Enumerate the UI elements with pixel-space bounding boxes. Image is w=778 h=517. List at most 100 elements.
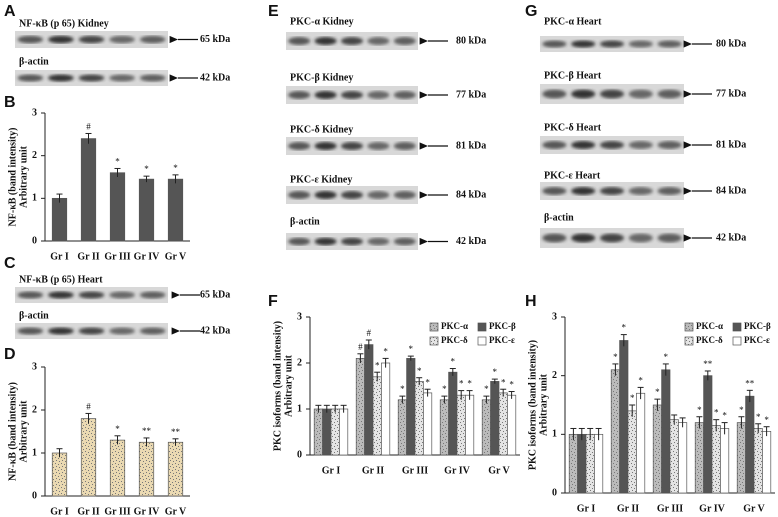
x-tick-label: Gr III bbox=[104, 506, 130, 517]
blot-label: β-actin bbox=[19, 56, 49, 67]
bar bbox=[669, 419, 679, 494]
bar bbox=[610, 369, 620, 494]
blot-band bbox=[542, 141, 567, 149]
blot-band bbox=[139, 291, 166, 299]
kda-label: 84 kDa bbox=[456, 189, 486, 200]
blot-band bbox=[393, 142, 416, 150]
blot-label: PKC-α Heart bbox=[544, 16, 602, 27]
x-tick-label: Gr II bbox=[362, 465, 384, 476]
blot-band bbox=[288, 237, 311, 246]
legend-swatch bbox=[684, 322, 694, 332]
x-tick-label: Gr II bbox=[77, 506, 99, 517]
bar bbox=[372, 376, 382, 456]
bar bbox=[594, 433, 604, 494]
legend-label: PKC-β bbox=[489, 321, 516, 331]
kda-label: 42 kDa bbox=[200, 325, 230, 336]
y-tick-label: 0 bbox=[32, 235, 37, 246]
bar bbox=[703, 375, 713, 494]
annotation: ** bbox=[703, 359, 713, 369]
bar bbox=[498, 392, 508, 456]
legend-swatch bbox=[429, 322, 439, 332]
x-tick-label: Gr I bbox=[322, 465, 341, 476]
bar bbox=[465, 394, 475, 456]
annotation: * bbox=[630, 393, 635, 403]
blot-label: PKC-ε Kidney bbox=[290, 174, 352, 185]
blot-band bbox=[628, 187, 653, 195]
blot-label: PKC-β Heart bbox=[544, 70, 602, 81]
legend-swatch bbox=[477, 336, 487, 346]
bar bbox=[736, 422, 746, 494]
panel-label: F bbox=[268, 293, 278, 310]
blot-band bbox=[109, 327, 135, 335]
kda-label: 65 kDa bbox=[200, 289, 230, 300]
legend-label: PKC-δ bbox=[696, 335, 723, 345]
annotation: * bbox=[613, 352, 618, 362]
blot-band bbox=[542, 187, 567, 195]
blot-band bbox=[78, 74, 105, 82]
x-tick-label: Gr V bbox=[743, 503, 765, 514]
bar bbox=[406, 358, 416, 456]
blot-band bbox=[657, 141, 682, 149]
blot-label: PKC-ε Heart bbox=[544, 170, 601, 181]
blot-band bbox=[657, 233, 682, 243]
blot-label: β-actin bbox=[290, 216, 320, 227]
bar bbox=[652, 404, 662, 494]
bar bbox=[456, 394, 466, 456]
x-tick-label: Gr I bbox=[577, 503, 596, 514]
blot-band bbox=[314, 37, 337, 45]
annotation: * bbox=[425, 377, 430, 387]
bar bbox=[80, 138, 97, 242]
bar bbox=[109, 172, 126, 242]
blot-band bbox=[571, 89, 596, 99]
annotation: * bbox=[115, 157, 120, 167]
blot-band bbox=[48, 327, 74, 335]
blot-band bbox=[657, 187, 682, 195]
annotation: * bbox=[484, 384, 489, 394]
bar bbox=[762, 431, 772, 494]
y-tick-label: 3 bbox=[297, 311, 302, 322]
blot-label: β-actin bbox=[19, 310, 49, 321]
blot-label: PKC-δ Heart bbox=[544, 122, 602, 133]
annotation: * bbox=[409, 344, 414, 354]
bar bbox=[397, 399, 407, 456]
blot-band bbox=[340, 237, 364, 246]
annotation: * bbox=[697, 405, 702, 415]
kda-label: 42 kDa bbox=[716, 232, 746, 243]
blot-band bbox=[628, 40, 653, 48]
x-tick-label: Gr I bbox=[50, 506, 69, 517]
annotation: * bbox=[459, 379, 464, 389]
bar bbox=[661, 369, 671, 494]
annotation: * bbox=[383, 346, 388, 356]
blot-band bbox=[542, 89, 567, 99]
annotation: ** bbox=[142, 426, 152, 436]
annotation: # bbox=[86, 402, 91, 412]
x-tick-label: Gr II bbox=[617, 503, 639, 514]
bar bbox=[364, 344, 374, 456]
bar bbox=[481, 399, 491, 456]
y-tick-label: 1 bbox=[552, 429, 557, 440]
blot-band bbox=[78, 327, 105, 335]
blot-band bbox=[314, 237, 337, 246]
annotation: * bbox=[467, 379, 472, 389]
blot-band bbox=[17, 74, 44, 82]
annotation: * bbox=[714, 408, 719, 418]
x-tick-label: Gr IV bbox=[444, 465, 470, 476]
blot-band bbox=[393, 191, 416, 199]
blot-band bbox=[628, 141, 653, 149]
annotation: # bbox=[86, 122, 91, 132]
y-axis-label: Arbitrary unit bbox=[18, 400, 29, 463]
y-axis-label: Arbitrary unit bbox=[283, 354, 294, 417]
annotation: # bbox=[367, 328, 372, 338]
blot-band bbox=[599, 233, 625, 243]
kda-label: 80 kDa bbox=[716, 38, 746, 49]
bar bbox=[138, 441, 155, 497]
legend-label: PKC-β bbox=[744, 321, 771, 331]
x-tick-label: Gr II bbox=[77, 251, 99, 262]
blot-label: PKC-α Kidney bbox=[290, 16, 354, 27]
legend-label: PKC-ε bbox=[744, 335, 770, 345]
y-tick-label: 0 bbox=[297, 449, 302, 460]
blot-band bbox=[542, 40, 567, 48]
bar bbox=[80, 418, 97, 497]
blot-band bbox=[109, 291, 135, 299]
bar bbox=[167, 178, 184, 242]
